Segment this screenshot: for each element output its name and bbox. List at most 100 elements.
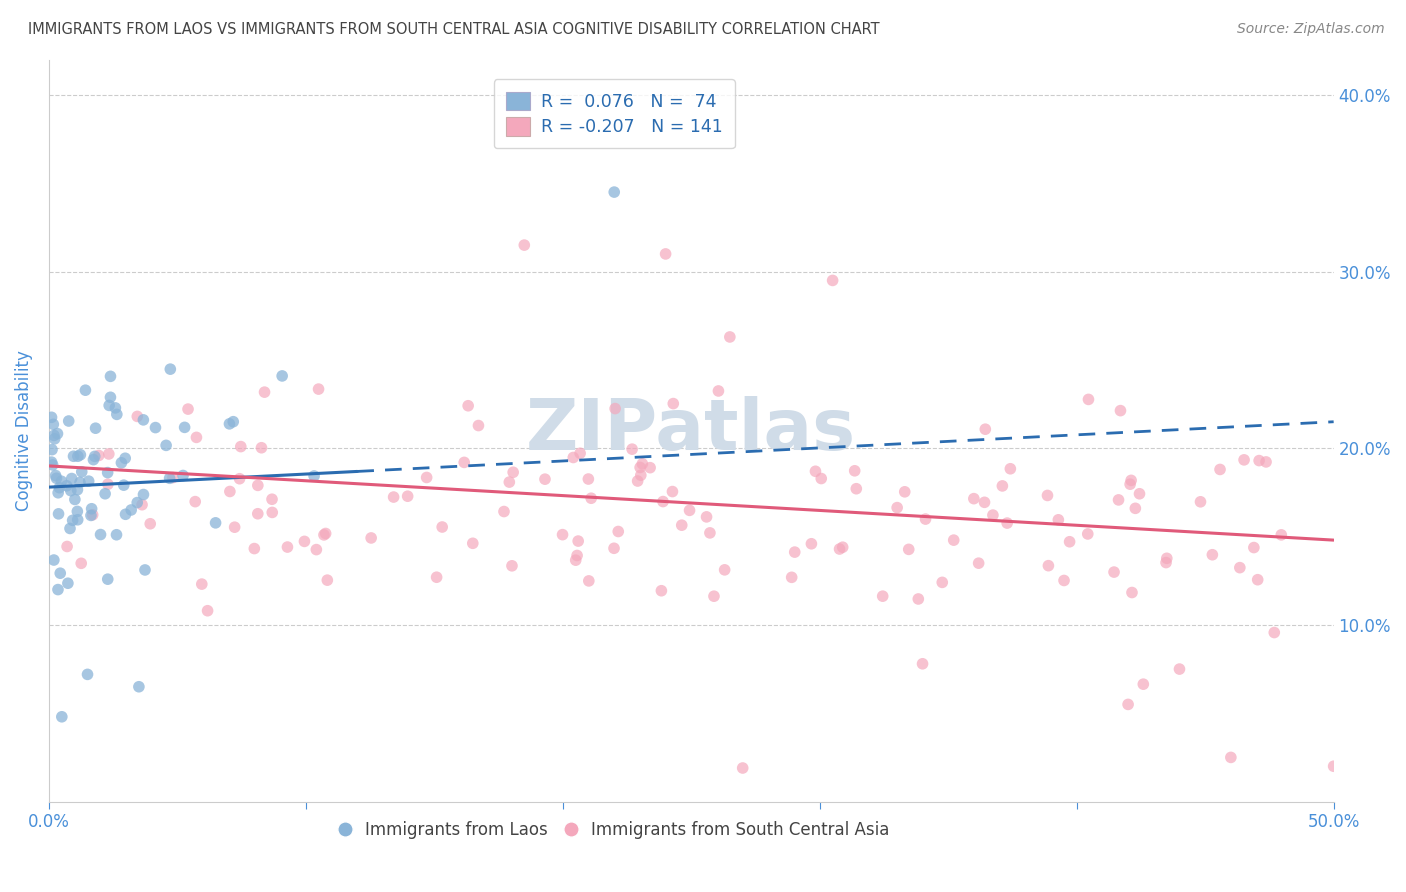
Point — [41, 458, 63, 472]
Point — [911, 657, 934, 671]
Point — [513, 238, 536, 252]
Point — [654, 247, 676, 261]
Point — [191, 577, 214, 591]
Point — [305, 542, 328, 557]
Point — [69, 448, 91, 462]
Point — [603, 185, 626, 199]
Point — [396, 489, 419, 503]
Point — [576, 472, 599, 486]
Point — [1077, 392, 1099, 407]
Point — [502, 465, 524, 479]
Point — [62, 513, 84, 527]
Point — [243, 541, 266, 556]
Point — [159, 362, 181, 376]
Point — [127, 495, 149, 509]
Point — [699, 525, 721, 540]
Point — [87, 449, 110, 463]
Point — [56, 540, 79, 554]
Point — [498, 475, 520, 489]
Point — [605, 401, 627, 416]
Point — [114, 451, 136, 466]
Point — [650, 583, 672, 598]
Point — [69, 475, 91, 490]
Point — [77, 474, 100, 488]
Point — [621, 442, 644, 457]
Point — [105, 527, 128, 541]
Point — [58, 414, 80, 428]
Point — [66, 449, 89, 463]
Point — [177, 402, 200, 417]
Point — [886, 500, 908, 515]
Point — [184, 494, 207, 508]
Point — [828, 541, 851, 556]
Point — [780, 570, 803, 584]
Point — [82, 452, 104, 467]
Point — [97, 477, 120, 491]
Point — [627, 474, 650, 488]
Point — [100, 390, 122, 404]
Point — [1154, 556, 1177, 570]
Point — [967, 556, 990, 570]
Point — [703, 589, 725, 603]
Point — [83, 450, 105, 464]
Point — [678, 503, 700, 517]
Point — [98, 398, 121, 412]
Point — [42, 417, 65, 432]
Point — [114, 508, 136, 522]
Point — [804, 464, 827, 478]
Point — [222, 415, 245, 429]
Point — [90, 527, 112, 541]
Point — [707, 384, 730, 398]
Point — [492, 504, 515, 518]
Point — [162, 470, 184, 484]
Point — [132, 487, 155, 501]
Text: IMMIGRANTS FROM LAOS VS IMMIGRANTS FROM SOUTH CENTRAL ASIA COGNITIVE DISABILITY : IMMIGRANTS FROM LAOS VS IMMIGRANTS FROM … — [28, 22, 880, 37]
Point — [1102, 565, 1125, 579]
Text: ZIPatlas: ZIPatlas — [526, 396, 856, 465]
Point — [382, 490, 405, 504]
Point — [1270, 528, 1292, 542]
Point — [41, 455, 63, 469]
Point — [112, 478, 135, 492]
Point — [51, 474, 73, 488]
Point — [810, 471, 832, 485]
Point — [1323, 759, 1346, 773]
Point — [914, 512, 936, 526]
Point — [974, 422, 997, 436]
Point — [229, 440, 252, 454]
Point — [127, 409, 149, 424]
Point — [1254, 455, 1277, 469]
Point — [159, 471, 181, 485]
Point — [1121, 474, 1143, 488]
Point — [204, 516, 226, 530]
Point — [308, 382, 330, 396]
Point — [197, 604, 219, 618]
Point — [253, 385, 276, 400]
Point — [155, 438, 177, 452]
Point — [579, 491, 602, 506]
Point — [46, 426, 69, 441]
Point — [302, 469, 325, 483]
Point — [1249, 453, 1271, 467]
Point — [713, 563, 735, 577]
Point — [104, 401, 127, 415]
Point — [1000, 462, 1022, 476]
Point — [360, 531, 382, 545]
Point — [1121, 585, 1143, 599]
Point — [139, 516, 162, 531]
Point — [75, 383, 97, 397]
Point — [551, 527, 574, 541]
Point — [97, 447, 120, 461]
Point — [662, 396, 685, 410]
Point — [1125, 501, 1147, 516]
Point — [457, 399, 479, 413]
Point — [51, 710, 73, 724]
Point — [80, 501, 103, 516]
Point — [228, 472, 250, 486]
Point — [1229, 560, 1251, 574]
Point — [1263, 625, 1285, 640]
Point — [872, 589, 894, 603]
Point — [564, 553, 586, 567]
Point — [42, 428, 65, 442]
Point — [800, 537, 823, 551]
